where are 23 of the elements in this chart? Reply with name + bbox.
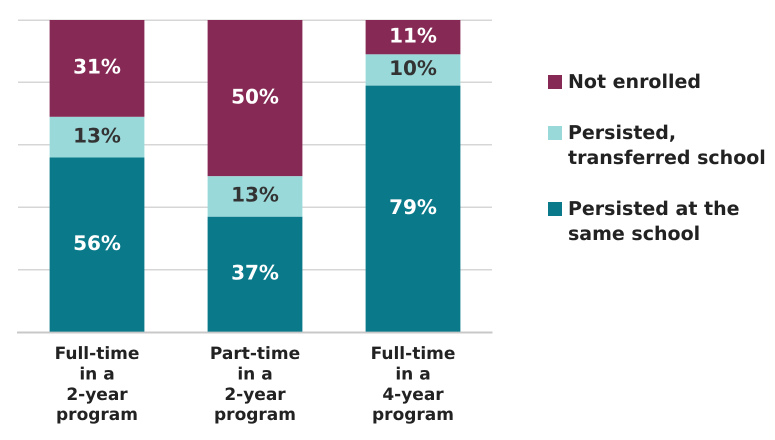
data-label: 50% (231, 84, 279, 108)
legend-label: Persisted, transferred school (568, 121, 767, 171)
bar (208, 176, 302, 217)
data-label: 13% (73, 123, 121, 148)
data-label: 37% (231, 260, 279, 284)
data-label: 79% (389, 194, 437, 219)
bar (366, 20, 460, 54)
bar (208, 20, 302, 176)
legend-label: Not enrolled (568, 70, 701, 95)
x-tick-label: Part-time in a 2-year program (210, 344, 300, 426)
data-label: 31% (73, 54, 121, 79)
data-label: 13% (231, 182, 279, 207)
bar (50, 116, 144, 158)
data-label: 10% (389, 56, 437, 80)
bar (366, 86, 460, 332)
x-tick-label: Full-time in a 4-year program (370, 344, 456, 426)
legend-label: Persisted at the same school (568, 197, 741, 247)
data-label: 56% (73, 230, 121, 255)
bar (208, 216, 302, 332)
data-label: 11% (389, 23, 437, 48)
bar (50, 20, 144, 117)
x-tick-label: Full-time in a 2-year program (54, 344, 140, 426)
bar (50, 157, 144, 332)
